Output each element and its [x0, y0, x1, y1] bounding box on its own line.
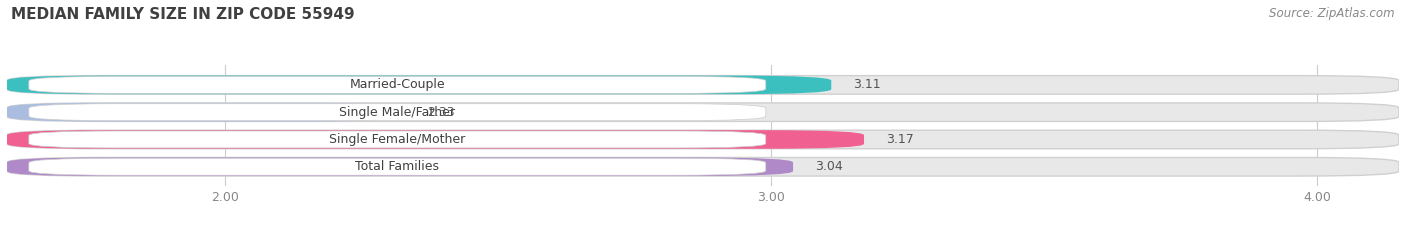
Text: Single Male/Father: Single Male/Father [339, 106, 456, 119]
FancyBboxPatch shape [30, 76, 766, 93]
Text: Source: ZipAtlas.com: Source: ZipAtlas.com [1270, 7, 1395, 20]
FancyBboxPatch shape [7, 76, 1399, 94]
FancyBboxPatch shape [7, 76, 831, 94]
Text: 3.17: 3.17 [886, 133, 914, 146]
Text: MEDIAN FAMILY SIZE IN ZIP CODE 55949: MEDIAN FAMILY SIZE IN ZIP CODE 55949 [11, 7, 354, 22]
FancyBboxPatch shape [30, 131, 766, 148]
Text: Single Female/Mother: Single Female/Mother [329, 133, 465, 146]
Text: 2.33: 2.33 [427, 106, 456, 119]
FancyBboxPatch shape [7, 158, 793, 176]
FancyBboxPatch shape [7, 130, 865, 149]
FancyBboxPatch shape [7, 103, 1399, 121]
FancyBboxPatch shape [30, 158, 766, 175]
Text: 3.04: 3.04 [815, 160, 842, 173]
FancyBboxPatch shape [30, 104, 766, 121]
Text: Total Families: Total Families [356, 160, 439, 173]
FancyBboxPatch shape [7, 103, 405, 121]
Text: 3.11: 3.11 [853, 78, 880, 91]
FancyBboxPatch shape [7, 130, 1399, 149]
FancyBboxPatch shape [7, 158, 1399, 176]
Text: Married-Couple: Married-Couple [350, 78, 446, 91]
